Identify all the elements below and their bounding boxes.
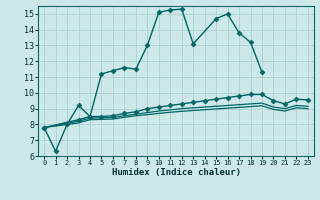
X-axis label: Humidex (Indice chaleur): Humidex (Indice chaleur) — [111, 168, 241, 177]
